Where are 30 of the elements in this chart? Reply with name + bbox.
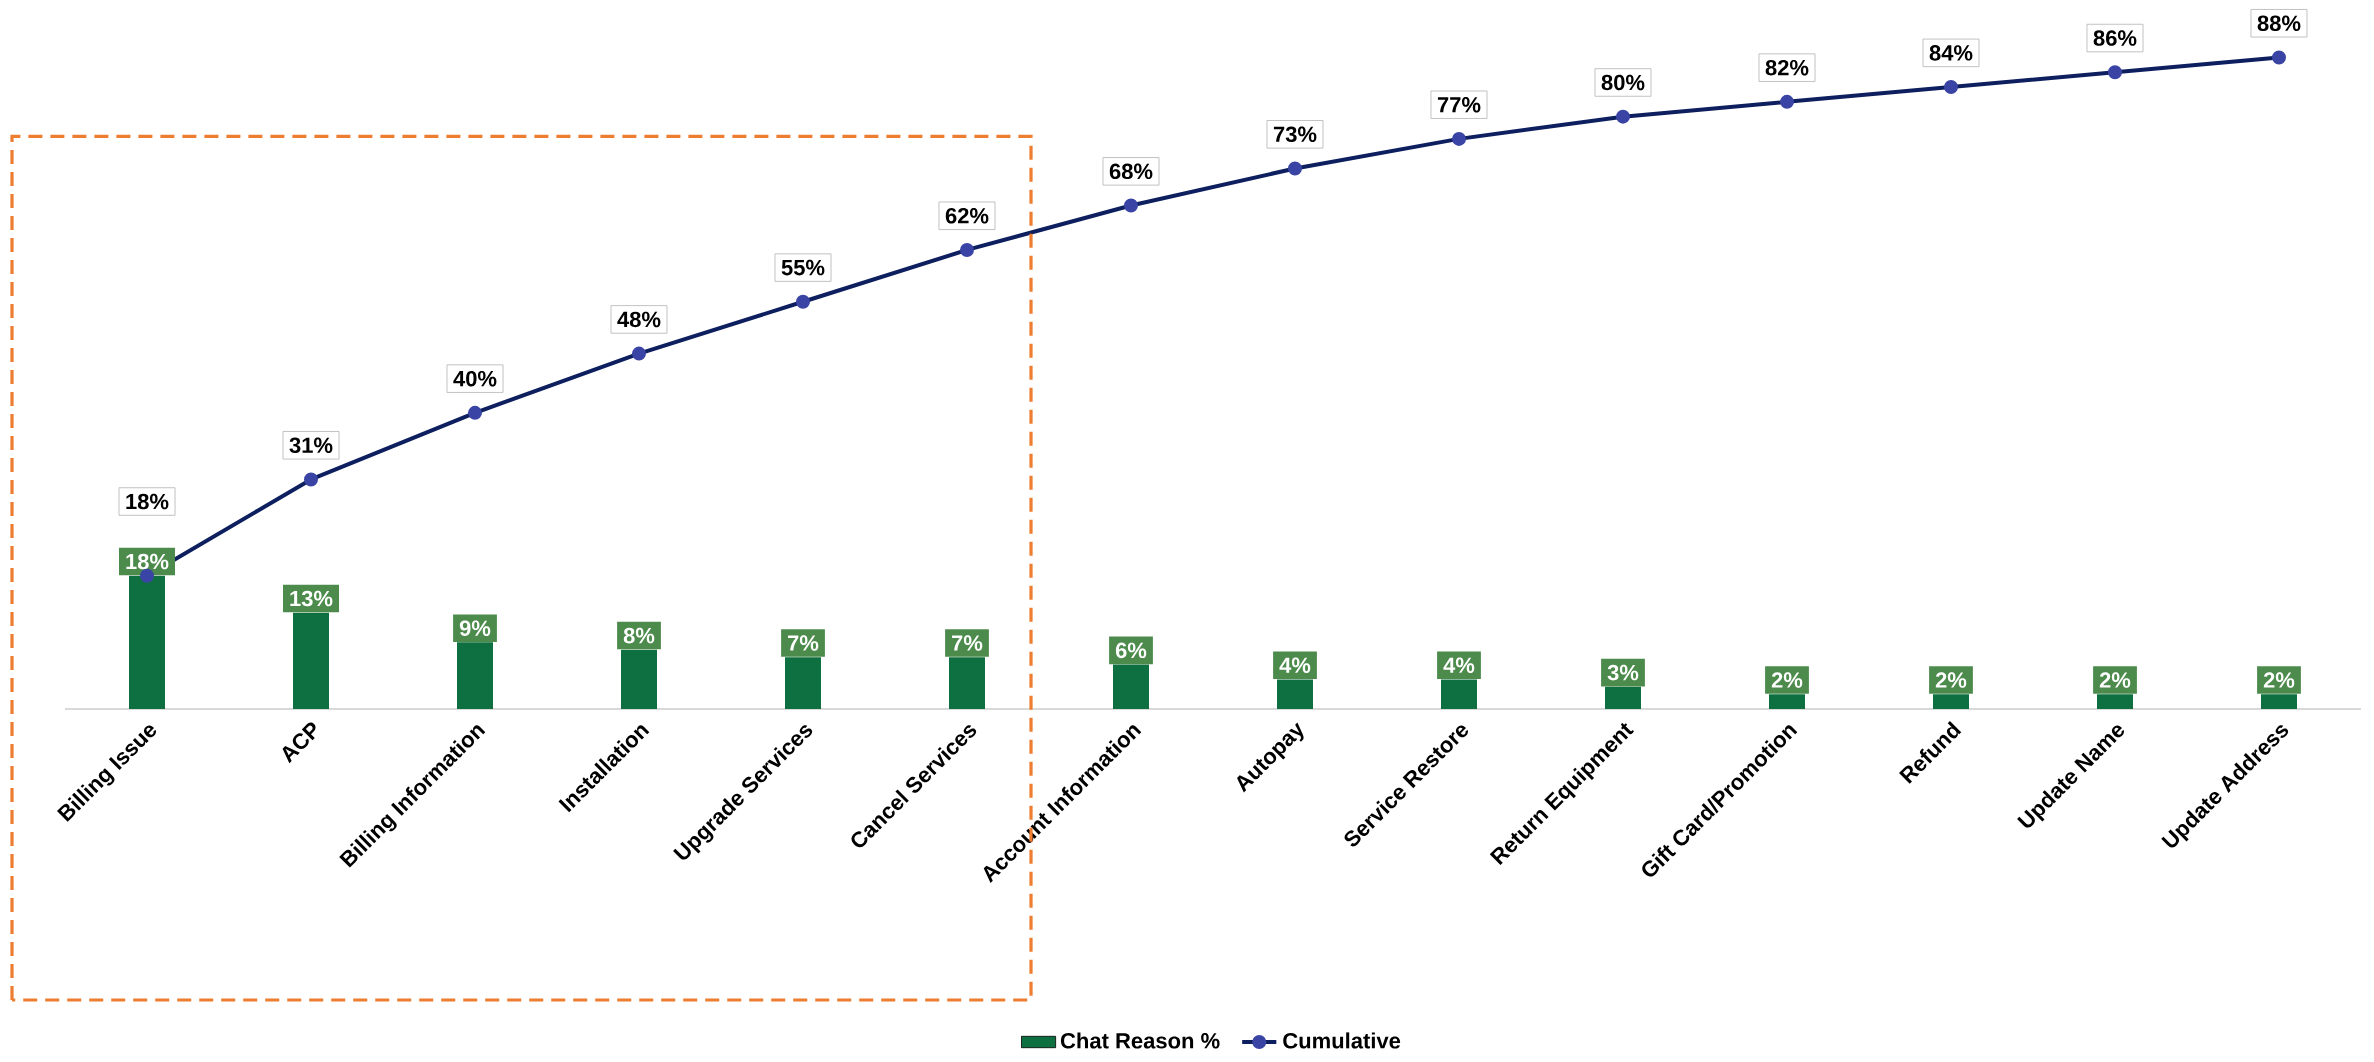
data-label: 73% (1273, 126, 1317, 143)
data-label: 13% (290, 590, 333, 607)
data-label: 68% (1109, 163, 1153, 180)
data-label: 4% (1279, 657, 1311, 673)
data-label: 62% (945, 207, 989, 224)
data-label: 86% (2093, 30, 2137, 46)
data-label: 88% (2257, 15, 2301, 32)
data-label: 77% (1437, 97, 1481, 113)
data-label: 8% (623, 627, 655, 644)
data-label: 18% (126, 493, 169, 510)
data-label: 31% (289, 437, 333, 454)
legend-label: Chat Reason % (1060, 1032, 1220, 1049)
legend-label: Cumulative (1283, 1032, 1401, 1049)
data-label: 84% (1929, 45, 1973, 61)
data-label: 6% (1115, 642, 1147, 659)
data-label: 7% (788, 635, 819, 651)
data-label: 2% (2263, 672, 2295, 688)
data-label: 82% (1765, 59, 1809, 76)
data-label: 18% (126, 553, 169, 570)
data-label: 2% (2099, 672, 2131, 688)
data-label: 3% (1607, 664, 1639, 681)
data-label: 9% (459, 620, 491, 636)
data-label: 55% (781, 259, 825, 276)
data-label: 40% (453, 370, 497, 387)
data-label: 7% (952, 635, 983, 651)
data-label: 2% (1771, 672, 1803, 688)
data-label: 4% (1443, 657, 1475, 673)
data-label: 80% (1601, 74, 1645, 91)
data-label: 48% (617, 311, 661, 328)
data-label: 2% (1935, 672, 1967, 688)
